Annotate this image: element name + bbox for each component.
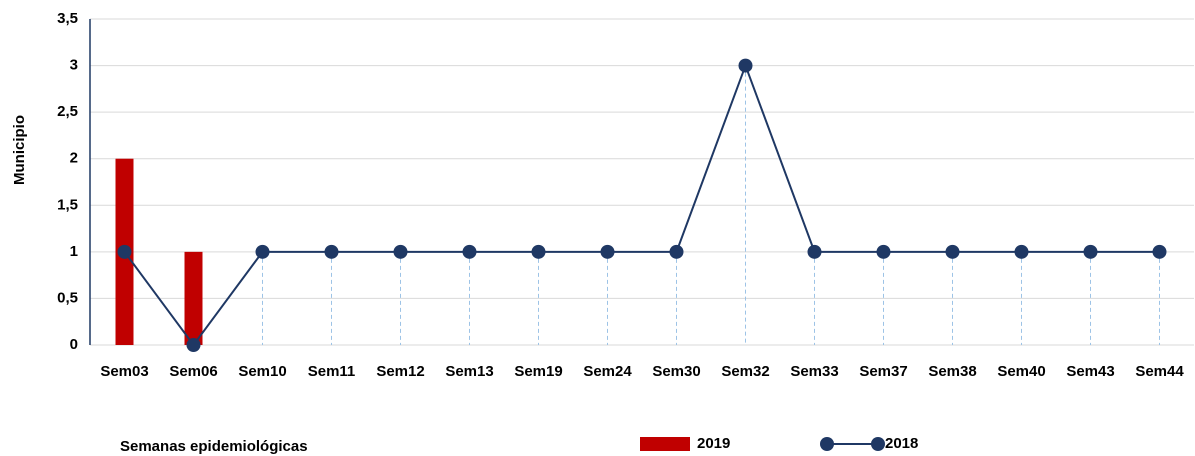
y-tick-label: 0	[70, 336, 78, 353]
marker	[945, 244, 960, 259]
marker	[255, 244, 270, 259]
marker	[462, 244, 477, 259]
x-tick-label: Sem33	[790, 363, 838, 380]
x-tick-label: Sem43	[1066, 363, 1114, 380]
y-tick-label: 2	[70, 150, 78, 167]
x-tick-label: Sem40	[997, 363, 1045, 380]
x-tick-label: Sem37	[859, 363, 907, 380]
x-tick-label: Sem12	[376, 363, 424, 380]
y-tick-label: 1,5	[57, 196, 78, 213]
x-tick-label: Sem24	[583, 363, 632, 380]
x-tick-label: Sem38	[928, 363, 976, 380]
marker	[393, 244, 408, 259]
y-tick-label: 3	[70, 57, 78, 74]
y-axis-title: Municipio	[11, 115, 28, 185]
x-tick-label: Sem10	[238, 363, 286, 380]
y-tick-label: 3,5	[57, 10, 78, 27]
bar	[184, 251, 203, 345]
x-tick-label: Sem11	[308, 363, 356, 380]
marker	[807, 244, 822, 259]
marker	[669, 244, 684, 259]
marker	[117, 244, 132, 259]
marker	[324, 244, 339, 259]
x-axis-title: Semanas epidemiológicas	[120, 438, 308, 455]
marker	[531, 244, 546, 259]
line	[123, 62, 1160, 347]
marker	[186, 338, 201, 352]
x-tick-label: Sem32	[721, 363, 769, 380]
x-tick-label: Sem13	[445, 363, 493, 380]
x-tick-label: Sem44	[1135, 363, 1184, 380]
legend-label: 2019	[697, 435, 730, 452]
x-tick-label: Sem19	[514, 363, 562, 380]
x-tick-label: Sem06	[169, 363, 217, 380]
y-tick-label: 2,5	[57, 103, 78, 120]
legend-swatch	[640, 437, 690, 451]
y-tick-label: 0,5	[57, 289, 78, 306]
legend-swatch	[820, 437, 834, 451]
x-tick-label: Sem30	[652, 363, 700, 380]
legend-label: 2018	[885, 435, 918, 452]
marker	[1014, 244, 1029, 259]
marker	[738, 58, 753, 73]
x-tick-label: Sem03	[100, 363, 148, 380]
marker	[1152, 244, 1167, 259]
marker	[1083, 244, 1098, 259]
marker	[876, 244, 891, 259]
marker	[600, 244, 615, 259]
legend-swatch	[871, 437, 885, 451]
y-tick-label: 1	[70, 243, 78, 260]
